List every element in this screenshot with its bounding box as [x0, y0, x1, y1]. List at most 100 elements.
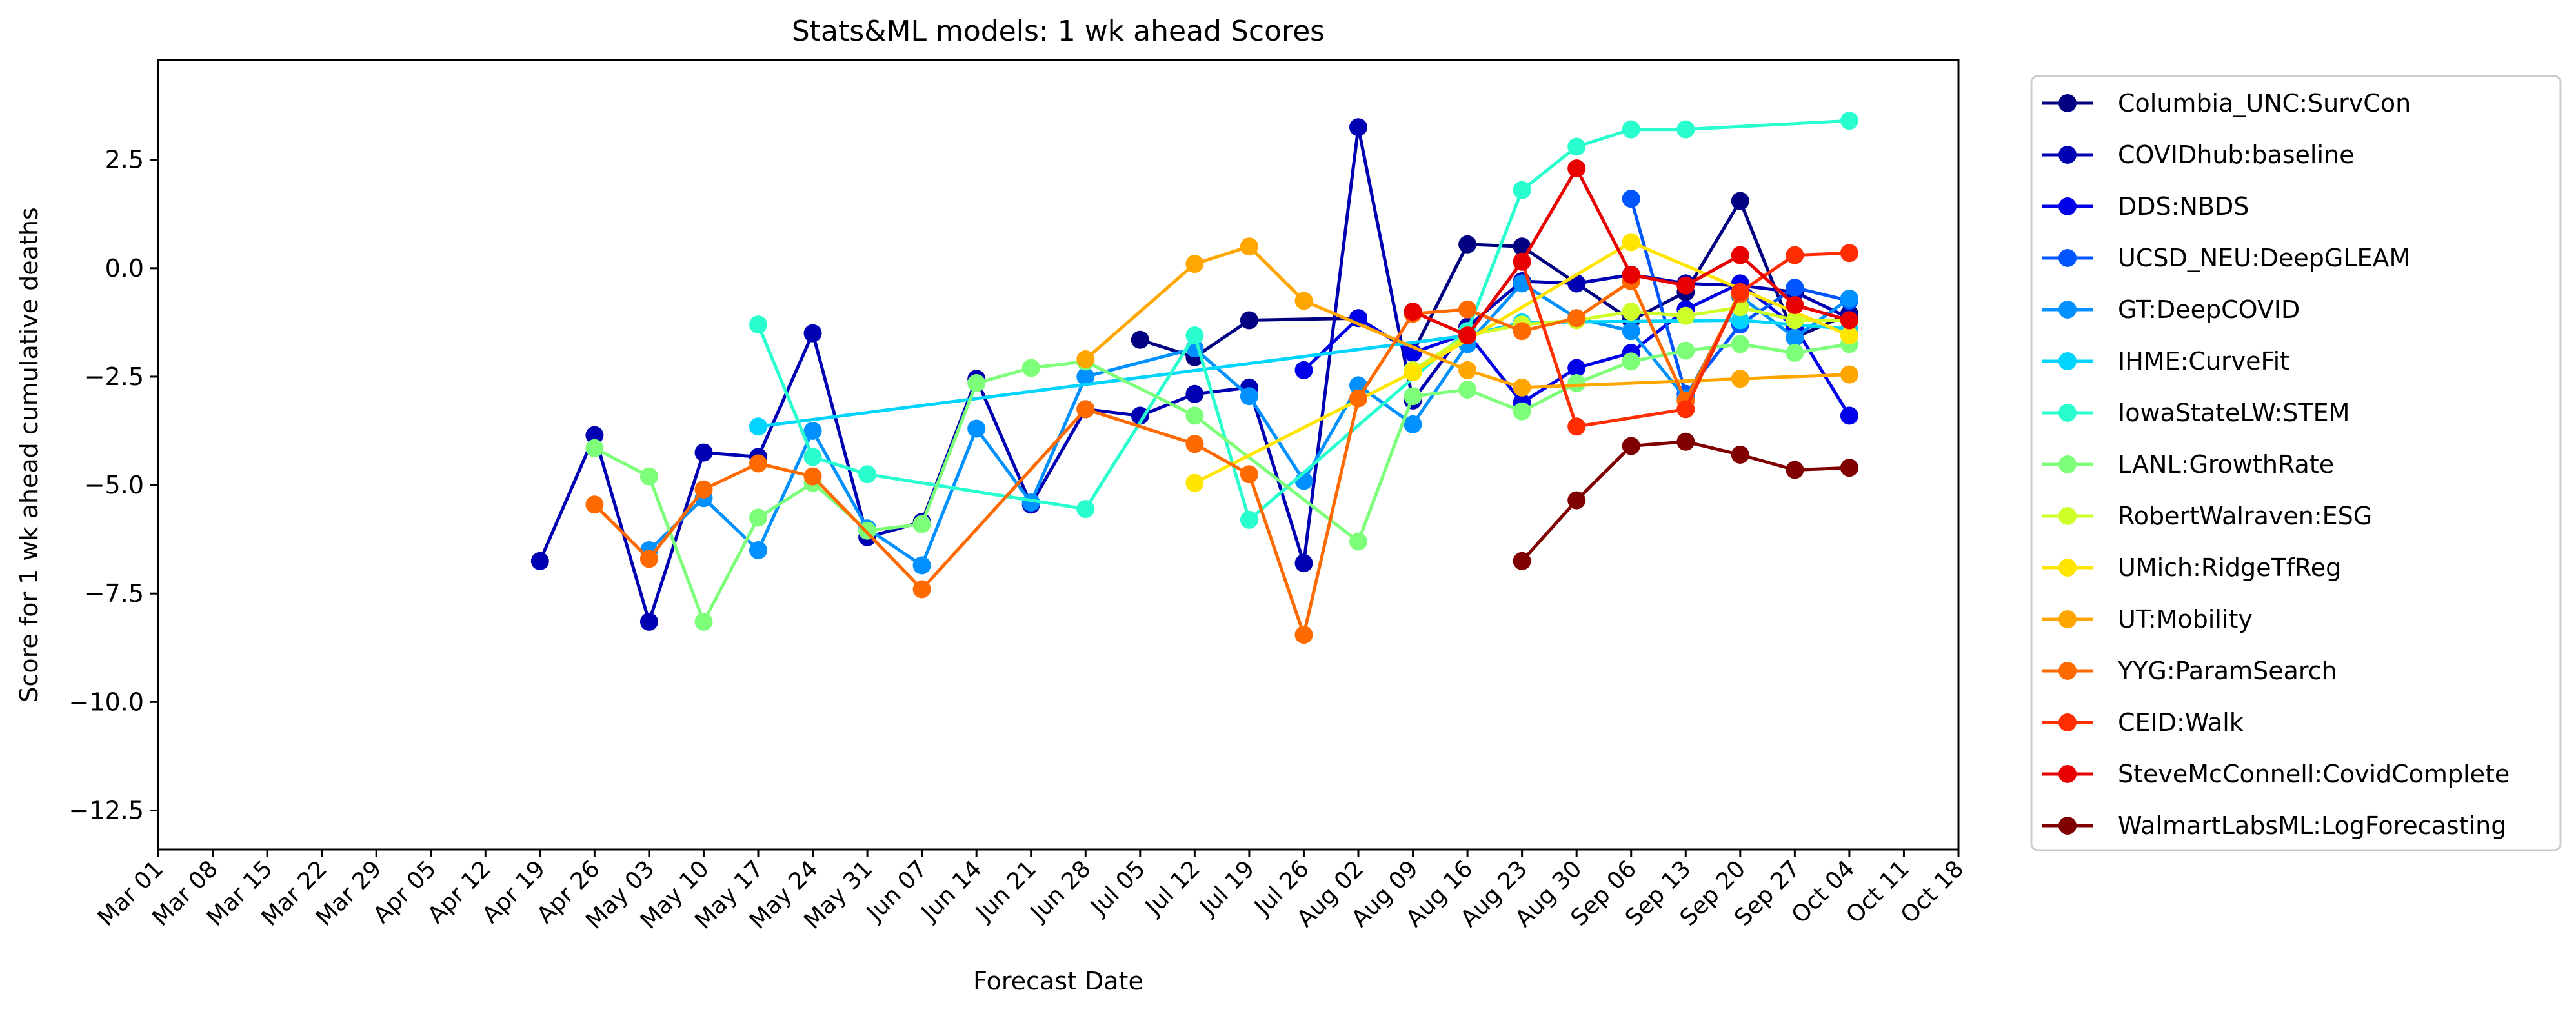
data-point — [803, 422, 822, 440]
data-point — [1513, 252, 1531, 271]
legend-box — [2030, 75, 2562, 851]
data-point — [694, 612, 713, 631]
legend-label: COVIDhub:baseline — [2118, 141, 2355, 169]
plot-frame — [157, 59, 1960, 851]
data-point — [912, 580, 931, 599]
data-point — [1676, 306, 1695, 325]
legend-swatch-marker — [2058, 507, 2077, 525]
data-point — [1622, 303, 1640, 321]
legend-label: IowaStateLW:STEM — [2118, 399, 2350, 427]
data-point — [912, 556, 931, 575]
data-point — [1349, 532, 1367, 551]
data-point — [967, 374, 986, 392]
data-point — [1840, 311, 1858, 330]
legend-label: UCSD_NEU:DeepGLEAM — [2118, 244, 2410, 272]
legend-swatch-marker — [2058, 249, 2077, 267]
data-point — [1676, 400, 1695, 419]
data-point — [1840, 365, 1858, 384]
data-point — [1294, 626, 1313, 644]
series-layer — [530, 112, 1858, 644]
data-point — [1840, 459, 1858, 477]
series-line — [538, 125, 1850, 624]
legend-label: GT:DeepCOVID — [2118, 295, 2300, 324]
series-line — [648, 281, 1851, 567]
data-point — [1567, 359, 1586, 377]
data-point — [1786, 328, 1804, 347]
legend-swatch-marker — [2058, 197, 2077, 215]
data-point — [1567, 374, 1586, 392]
legend-label: UMich:RidgeTfReg — [2118, 553, 2341, 582]
data-point — [1458, 381, 1477, 399]
legend-swatch-marker — [2058, 713, 2077, 731]
y-tick-label: −5.0 — [85, 471, 144, 499]
data-point — [1840, 406, 1858, 425]
data-point — [1021, 359, 1040, 377]
data-point — [1076, 367, 1095, 386]
legend-swatch-marker — [2058, 301, 2077, 319]
data-point — [1731, 311, 1749, 330]
legend-swatch-marker — [2058, 559, 2077, 577]
data-point — [1458, 326, 1477, 345]
data-point — [1840, 112, 1858, 130]
data-point — [694, 480, 713, 499]
data-point — [1786, 279, 1804, 297]
legend-label: IHME:CurveFit — [2118, 347, 2289, 375]
data-point — [1786, 344, 1804, 362]
data-point — [1840, 244, 1858, 263]
data-point — [1349, 118, 1367, 137]
y-tick-label: −2.5 — [85, 363, 144, 391]
data-point — [1294, 554, 1313, 573]
legend-swatch-marker — [2058, 817, 2077, 835]
data-point — [1840, 289, 1858, 308]
data-point — [1458, 361, 1477, 379]
data-point — [639, 550, 658, 568]
data-point — [639, 612, 658, 631]
data-point — [1567, 417, 1586, 436]
data-point — [694, 443, 713, 462]
x-tick-label: Jun 28 — [1025, 855, 1096, 927]
data-point — [1731, 335, 1749, 353]
data-point — [1185, 384, 1204, 403]
data-point — [1458, 235, 1477, 254]
data-point — [1840, 326, 1858, 345]
data-point — [1676, 276, 1695, 295]
data-point — [1567, 491, 1586, 510]
chart-title: Stats&ML models: 1 wk ahead Scores — [792, 15, 1325, 48]
y-axis: 2.5 0.0 −2.5 −5.0 −7.5 −10.0 −12.5 — [69, 146, 158, 824]
legend-swatch-marker — [2058, 352, 2077, 370]
legend-label: SteveMcConnell:CovidComplete — [2118, 760, 2510, 788]
data-point — [1240, 237, 1258, 256]
data-point — [1185, 406, 1204, 425]
data-point — [1240, 311, 1258, 330]
data-point — [1404, 415, 1422, 433]
data-point — [1185, 473, 1204, 492]
legend-label: Columbia_UNC:SurvCon — [2118, 89, 2411, 117]
data-point — [1622, 265, 1640, 284]
x-tick-label: Oct 18 — [1896, 855, 1969, 928]
data-point — [585, 426, 604, 444]
y-tick-label: −12.5 — [69, 796, 144, 824]
data-point — [1731, 446, 1749, 464]
data-point — [1513, 181, 1531, 199]
legend-swatch-marker — [2058, 662, 2077, 680]
data-point — [1404, 363, 1422, 382]
data-point — [912, 515, 931, 533]
y-axis-label: Score for 1 wk ahead cumulative deaths — [15, 207, 43, 702]
x-tick-label: Jul 12 — [1140, 855, 1205, 921]
data-point — [585, 439, 604, 457]
data-point — [1076, 500, 1095, 519]
legend: Columbia_UNC:SurvCon COVIDhub:baseline DDS… — [2030, 75, 2562, 851]
data-point — [1076, 350, 1095, 368]
data-point — [639, 467, 658, 486]
legend-swatch-marker — [2058, 94, 2077, 112]
data-point — [1458, 300, 1477, 319]
series-line — [1084, 244, 1849, 390]
series-line — [1520, 251, 1849, 428]
legend-swatch-marker — [2058, 455, 2077, 473]
data-point — [749, 315, 767, 334]
data-point — [749, 508, 767, 527]
data-point — [1404, 387, 1422, 406]
legend-label: YYG:ParamSearch — [2117, 657, 2337, 685]
